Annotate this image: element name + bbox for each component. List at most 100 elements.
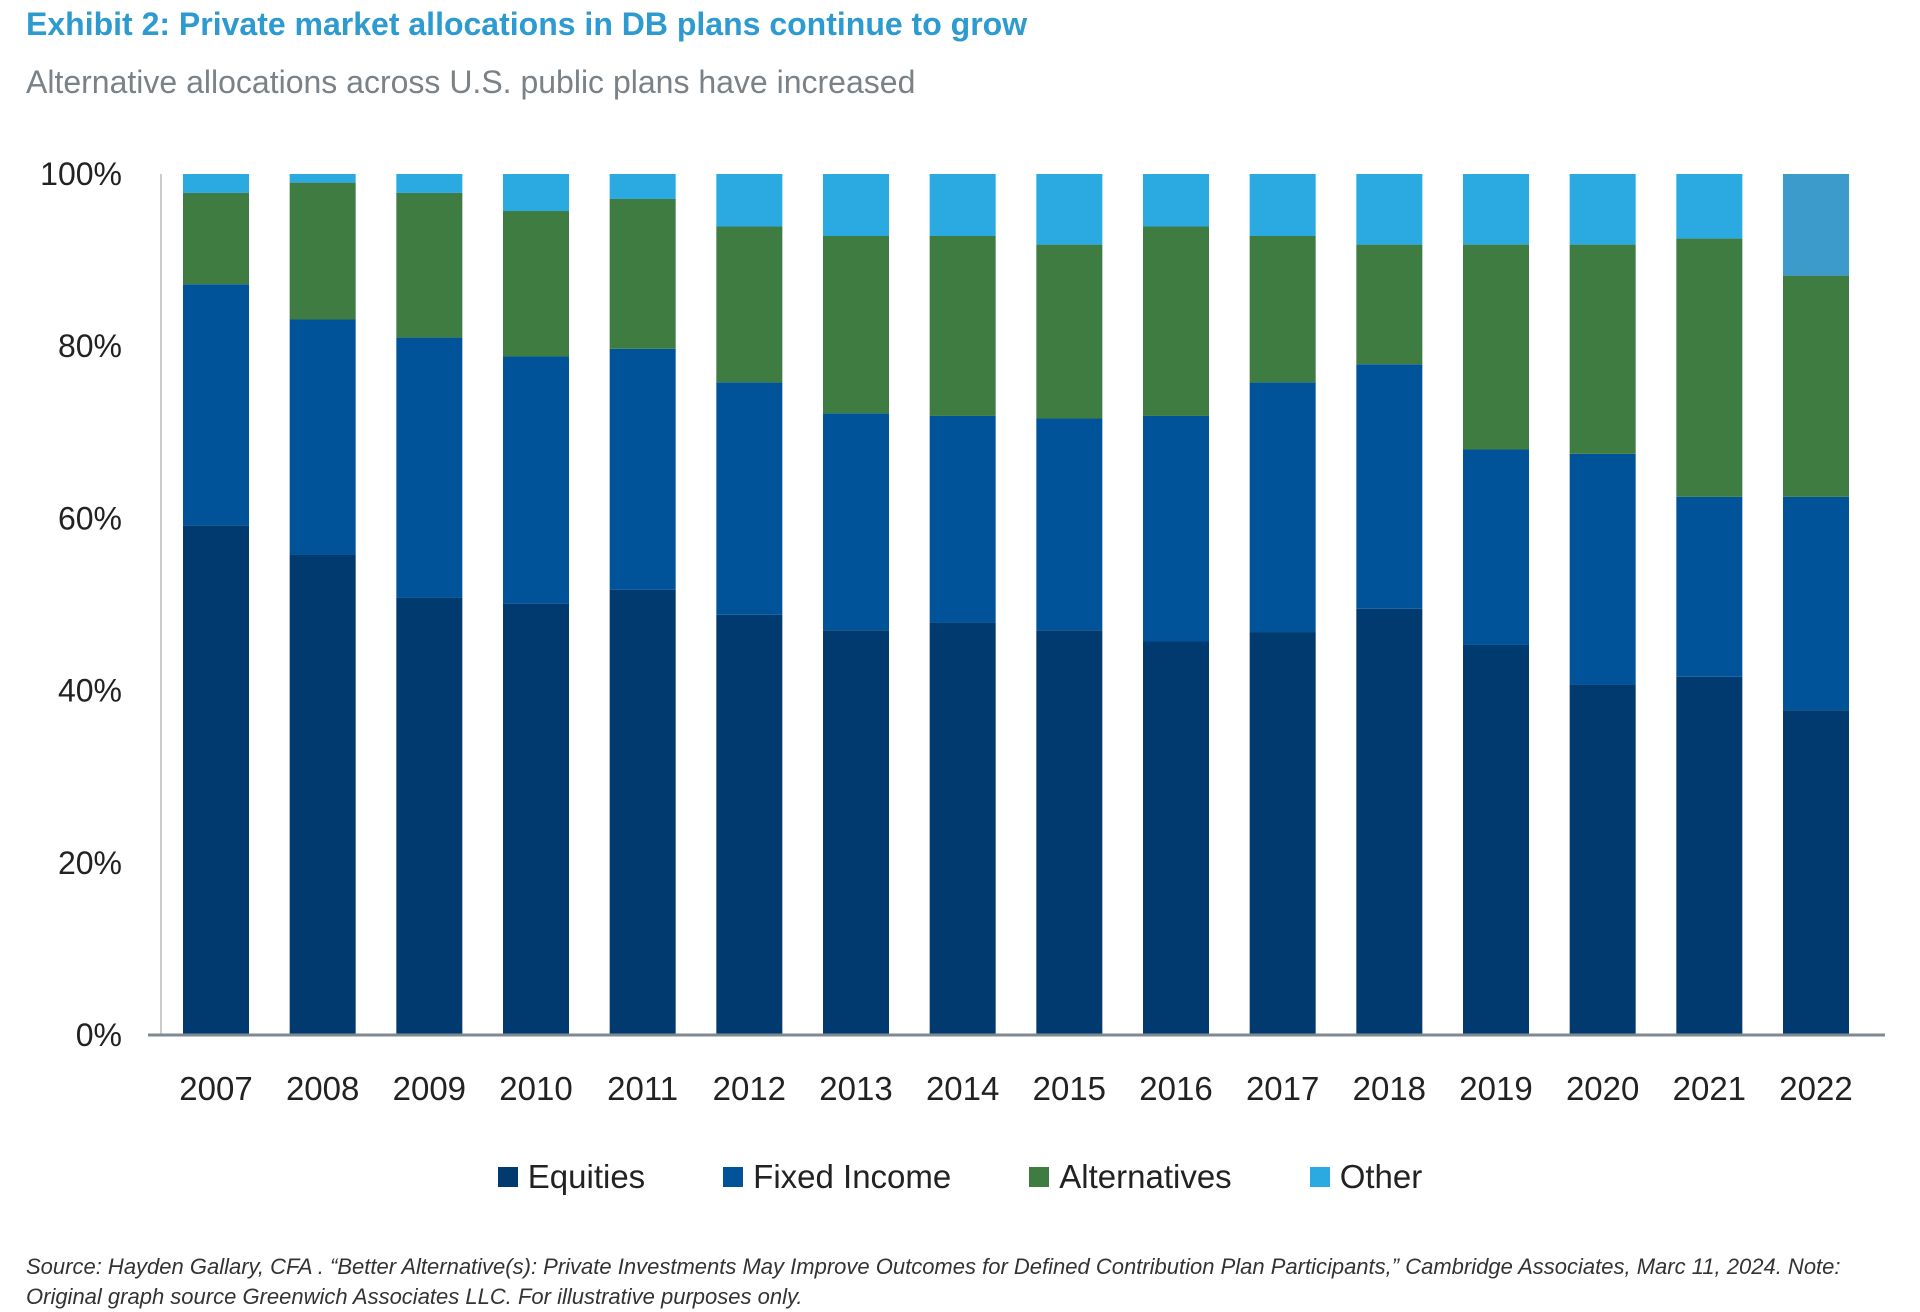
bar-other-2022: [1783, 174, 1849, 276]
bar-other-2014: [929, 174, 996, 236]
bar-alternatives-2019: [1463, 244, 1529, 450]
legend-swatch: [1309, 1167, 1330, 1187]
x-tick-label: 2021: [1673, 1070, 1746, 1107]
bar-equities-2019: [1463, 644, 1529, 1035]
bar-other-2011: [609, 174, 676, 199]
bar-other-2007: [183, 174, 249, 193]
x-tick-label: 2022: [1779, 1070, 1852, 1107]
bar-fixed-income-2015: [1036, 418, 1103, 631]
bar-fixed-income-2016: [1143, 415, 1209, 642]
bar-fixed-income-2014: [929, 415, 996, 623]
bar-equities-2007: [183, 525, 249, 1035]
bar-other-2013: [823, 174, 889, 236]
chart-subtitle: Alternative allocations across U.S. publ…: [26, 64, 916, 100]
bar-equities-2010: [503, 603, 569, 1035]
x-tick-label: 2010: [499, 1070, 572, 1107]
bar-alternatives-2010: [503, 211, 569, 357]
bar-fixed-income-2022: [1783, 496, 1849, 711]
x-tick-label: 2018: [1353, 1070, 1426, 1107]
x-tick-label: 2016: [1139, 1070, 1212, 1107]
bar-equities-2021: [1676, 676, 1743, 1035]
source-note: Source: Hayden Gallary, CFA . “Better Al…: [26, 1254, 1841, 1309]
bar-equities-2011: [609, 589, 676, 1035]
x-tick-label: 2017: [1246, 1070, 1319, 1107]
legend-item-fixed-income: Fixed Income: [723, 1158, 951, 1196]
bar-other-2017: [1249, 174, 1316, 236]
bar-fixed-income-2008: [289, 319, 356, 555]
bar-alternatives-2017: [1249, 235, 1316, 383]
bar-other-2016: [1143, 174, 1209, 227]
bar-alternatives-2007: [183, 192, 249, 285]
bar-fixed-income-2011: [609, 348, 676, 590]
legend-label: Alternatives: [1059, 1158, 1232, 1195]
bar-equities-2009: [396, 597, 463, 1035]
bar-alternatives-2022: [1783, 275, 1849, 497]
bar-equities-2014: [929, 622, 996, 1035]
y-tick-label: 80%: [58, 328, 122, 364]
x-tick-label: 2014: [926, 1070, 999, 1107]
legend-label: Fixed Income: [753, 1158, 952, 1195]
legend-swatch: [723, 1167, 744, 1187]
x-tick-label: 2012: [713, 1070, 786, 1107]
bar-fixed-income-2020: [1569, 453, 1636, 685]
legend-item-equities: Equities: [497, 1158, 646, 1196]
bar-equities-2012: [716, 614, 783, 1035]
bar-equities-2015: [1036, 630, 1103, 1035]
bar-other-2008: [289, 174, 356, 183]
y-tick-label: 100%: [40, 156, 122, 192]
x-tick-label: 2019: [1459, 1070, 1532, 1107]
x-tick-label: 2009: [393, 1070, 466, 1107]
x-tick-label: 2020: [1566, 1070, 1639, 1107]
legend-swatch: [1029, 1167, 1050, 1187]
x-tick-label: 2011: [607, 1070, 678, 1107]
y-tick-label: 20%: [58, 845, 122, 881]
bar-other-2018: [1356, 174, 1423, 245]
legend: Equities Fixed Income Alternatives Other: [0, 1158, 1920, 1196]
legend-label: Equities: [527, 1158, 646, 1195]
bar-equities-2018: [1356, 608, 1423, 1035]
bar-equities-2020: [1569, 684, 1636, 1035]
bar-other-2020: [1569, 174, 1636, 245]
y-tick-label: 40%: [58, 673, 122, 709]
bar-alternatives-2014: [929, 235, 996, 416]
x-tick-label: 2015: [1033, 1070, 1106, 1107]
legend-swatch: [497, 1167, 518, 1187]
y-tick-label: 60%: [58, 500, 122, 536]
x-tick-label: 2008: [286, 1070, 359, 1107]
bar-alternatives-2018: [1356, 244, 1423, 365]
bar-equities-2016: [1143, 641, 1209, 1035]
bar-equities-2008: [289, 554, 356, 1035]
bar-equities-2013: [823, 630, 889, 1035]
bar-other-2021: [1676, 174, 1743, 239]
legend-label: Other: [1339, 1158, 1423, 1195]
bar-fixed-income-2018: [1356, 364, 1423, 609]
bar-other-2019: [1463, 174, 1529, 245]
bar-alternatives-2012: [716, 226, 783, 383]
bar-alternatives-2016: [1143, 226, 1209, 416]
x-tick-label: 2007: [179, 1070, 252, 1107]
legend-item-other: Other: [1309, 1158, 1423, 1196]
bar-fixed-income-2019: [1463, 449, 1529, 645]
bar-fixed-income-2012: [716, 382, 783, 615]
bar-other-2015: [1036, 174, 1103, 245]
bar-alternatives-2008: [289, 182, 356, 320]
y-tick-label: 0%: [76, 1017, 122, 1053]
bar-alternatives-2020: [1569, 244, 1636, 454]
bar-fixed-income-2007: [183, 284, 249, 526]
bar-fixed-income-2010: [503, 356, 569, 604]
bar-fixed-income-2021: [1676, 496, 1743, 677]
bar-fixed-income-2009: [396, 337, 463, 598]
legend-item-alternatives: Alternatives: [1029, 1158, 1232, 1196]
bar-alternatives-2021: [1676, 238, 1743, 497]
bar-alternatives-2011: [609, 198, 676, 349]
stacked-bar-chart: 0% 20% 40% 60% 80% 100% 2007 2008 2009 2010 2011 20…: [40, 156, 1885, 1107]
bar-fixed-income-2013: [823, 413, 889, 631]
bar-equities-2017: [1249, 632, 1316, 1035]
x-tick-label: 2013: [819, 1070, 892, 1107]
bar-other-2012: [716, 174, 783, 227]
bar-alternatives-2013: [823, 235, 889, 414]
bar-equities-2022: [1783, 710, 1849, 1035]
bar-alternatives-2009: [396, 192, 463, 338]
bar-fixed-income-2017: [1249, 382, 1316, 633]
bar-other-2010: [503, 174, 569, 212]
